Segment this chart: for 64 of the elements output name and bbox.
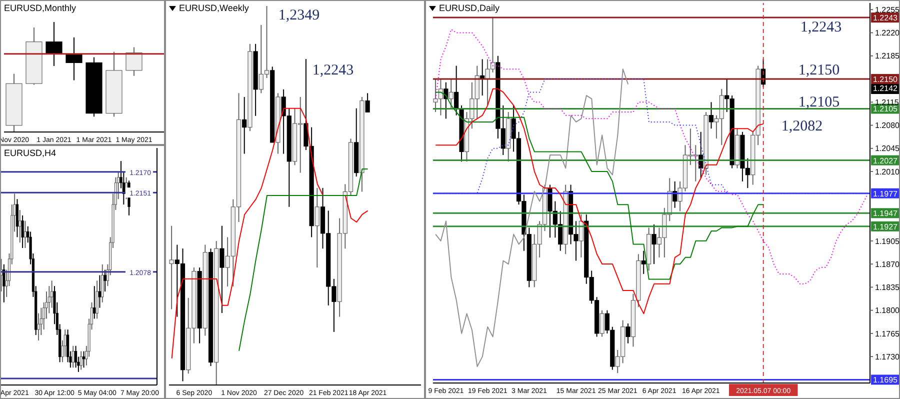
candlestick: [444, 82, 448, 120]
candlestick: [21, 214, 24, 249]
candlestick: [2, 264, 6, 303]
candlestick: [448, 78, 454, 110]
candlestick: [46, 22, 62, 66]
annotation: 1,2150: [798, 62, 840, 80]
annotation: 1,2105: [798, 94, 840, 112]
candlestick: [126, 46, 142, 76]
annotation: 1,2243: [800, 20, 842, 36]
y-tick-label: 1.2255: [875, 5, 900, 14]
annotation: 1,2349: [278, 8, 320, 24]
candlestick: [626, 323, 630, 344]
y-tick-label: 1.1835: [875, 283, 900, 292]
candlestick: [93, 286, 96, 320]
y-tick-label: 1.2045: [875, 144, 900, 154]
line-series: [435, 68, 629, 367]
y-tick-label: 1.2185: [875, 52, 900, 61]
candlestick: [80, 350, 82, 370]
candlestick: [600, 310, 604, 338]
ref-line-label: 1.1927: [873, 222, 898, 232]
candlestick: [101, 264, 104, 303]
chart-title: EURUSD,Monthly: [4, 3, 76, 13]
ref-line-label: 1.2105: [873, 104, 898, 114]
ref-line-label: 1.1695: [873, 376, 898, 385]
candlestick: [454, 65, 459, 116]
y-tick-label: 1.1765: [875, 329, 900, 338]
candlestick: [652, 224, 656, 265]
y-tick-label: 1.1905: [875, 236, 900, 246]
candlestick: [314, 187, 320, 268]
candlestick: [641, 250, 646, 274]
ref-line-label: 1.1977: [873, 189, 898, 198]
candlestick: [66, 36, 82, 81]
text: 1.2142: [871, 84, 900, 94]
line-series: [435, 78, 868, 194]
candlestick: [74, 345, 78, 368]
candlestick: [220, 225, 224, 314]
chart-title: EURUSD,Daily: [439, 3, 500, 13]
candlestick: [365, 92, 370, 113]
candlestick: [708, 102, 714, 130]
y-tick-label: 1.1870: [875, 260, 900, 269]
annotation: 1,2082: [781, 118, 823, 136]
line-series: [435, 88, 764, 314]
ref-line-label: 1.1947: [873, 209, 898, 218]
candlestick: [169, 225, 174, 310]
ref-line-label: 1.2150: [873, 75, 898, 84]
y-tick-label: 1.2220: [875, 28, 900, 38]
candlestick: [96, 280, 98, 320]
candlestick: [242, 96, 247, 154]
ref-line-label: 1.2243: [873, 14, 898, 23]
candlestick: [104, 269, 106, 292]
chart-title: EURUSD,Weekly: [179, 3, 249, 13]
y-tick-label: 1.2010: [875, 167, 900, 176]
candlestick: [82, 350, 86, 368]
candlestick: [98, 274, 102, 308]
candlestick: [18, 209, 22, 244]
candlestick: [72, 345, 74, 368]
y-tick-label: 1.1730: [875, 352, 900, 362]
y-tick-label: 1.2080: [875, 121, 900, 130]
y-tick-label: 1.1800: [875, 306, 900, 316]
ref-line-label: 1.2027: [873, 156, 898, 166]
chart-title: EURUSD,H4: [4, 148, 56, 158]
candlestick: [24, 220, 27, 249]
annotation: 1,2243: [312, 62, 354, 80]
candlestick: [16, 198, 19, 238]
